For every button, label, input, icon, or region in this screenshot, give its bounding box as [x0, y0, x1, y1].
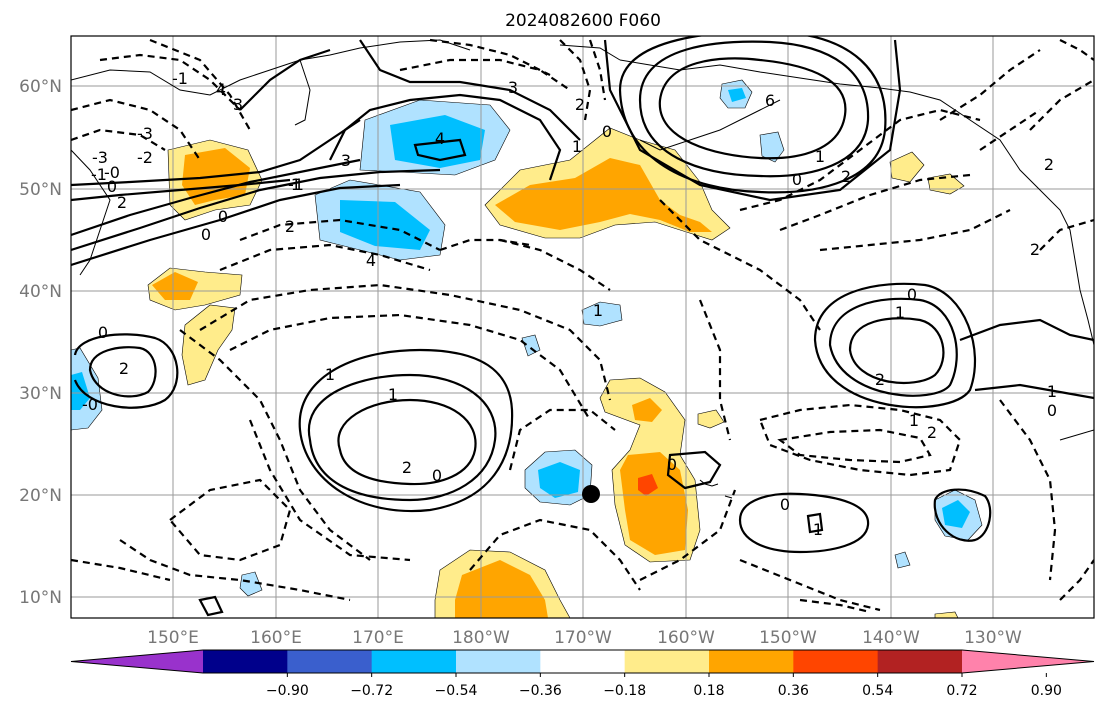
svg-text:4: 4	[435, 129, 445, 148]
colorbar-segment	[371, 650, 457, 673]
lat-label-10n: 10°N	[19, 588, 62, 608]
lon-label-150e: 150°E	[147, 628, 199, 648]
lon-label-140w: 140°W	[862, 628, 920, 648]
svg-text:6: 6	[765, 91, 775, 110]
svg-text:0: 0	[907, 285, 917, 304]
colorbar-tick-label: −0.18	[603, 683, 646, 699]
svg-text:0: 0	[667, 455, 677, 474]
svg-text:-2: -2	[137, 148, 153, 167]
svg-text:2: 2	[117, 193, 127, 212]
warm-core-north	[495, 158, 712, 232]
svg-text:0: 0	[792, 170, 802, 189]
svg-text:1: 1	[1047, 382, 1057, 401]
colorbar-tick-label: 0.90	[1031, 683, 1062, 699]
svg-text:1: 1	[388, 385, 398, 404]
svg-text:2: 2	[1044, 155, 1054, 174]
svg-text:1: 1	[909, 411, 919, 430]
lon-label-150w: 150°W	[759, 628, 817, 648]
colorbar-segment	[877, 650, 963, 673]
colorbar-segment	[456, 650, 541, 673]
contour-labels: -3 -1 -2 -3 -1 -0 4 3 3 4 0 2 0 -1 0 4 6…	[82, 69, 1057, 539]
colorbar-tick-label: 0.18	[693, 683, 724, 699]
svg-text:0: 0	[98, 323, 108, 342]
colorbar: −0.90 −0.72 −0.54 −0.36 −0.18 0.18 0.36 0.54 0.7…	[70, 649, 1095, 699]
svg-text:2: 2	[575, 95, 585, 114]
svg-text:1: 1	[572, 137, 582, 156]
positive-contours	[71, 36, 1094, 617]
svg-text:2: 2	[875, 370, 885, 389]
colorbar-tick-label: 0.72	[946, 683, 977, 699]
svg-text:2: 2	[841, 167, 851, 186]
colorbar-segment	[624, 650, 710, 673]
svg-text:-0: -0	[82, 395, 98, 414]
colorbar-tick-label: −0.90	[266, 683, 309, 699]
svg-text:4: 4	[216, 80, 226, 99]
lon-label-160w: 160°W	[657, 628, 715, 648]
lat-label-30n: 30°N	[19, 384, 62, 404]
svg-text:2: 2	[285, 217, 295, 236]
svg-text:0: 0	[780, 495, 790, 514]
svg-text:0: 0	[432, 466, 442, 485]
svg-text:-3: -3	[137, 124, 153, 143]
map-title: 2024082600 F060	[505, 11, 661, 31]
svg-text:1: 1	[815, 147, 825, 166]
longitude-labels: 150°E 160°E 170°E 180°W 170°W 160°W 150°…	[147, 628, 1022, 648]
colorbar-segment	[203, 650, 288, 673]
svg-text:3: 3	[508, 78, 518, 97]
colorbar-segment	[287, 650, 373, 673]
lon-label-180w: 180°W	[452, 628, 510, 648]
svg-text:3: 3	[233, 95, 243, 114]
svg-text:2: 2	[402, 458, 412, 477]
lon-label-170w: 170°W	[554, 628, 612, 648]
svg-text:-1: -1	[288, 175, 304, 194]
cold-core-b	[340, 200, 430, 250]
hot-spot-central	[638, 474, 658, 496]
svg-text:2: 2	[119, 359, 129, 378]
lon-label-160e: 160°E	[250, 628, 302, 648]
colorbar-segment	[709, 650, 794, 673]
svg-text:-1: -1	[91, 165, 107, 184]
lat-label-40n: 40°N	[19, 282, 62, 302]
svg-text:-1: -1	[172, 69, 188, 88]
colorbar-tick-label: −0.72	[350, 683, 393, 699]
svg-text:1: 1	[291, 175, 301, 194]
lon-label-130w: 130°W	[964, 628, 1022, 648]
shaded-anomalies	[71, 79, 983, 618]
colorbar-extend-max	[962, 650, 1094, 673]
colorbar-tick-label: 0.36	[778, 683, 809, 699]
svg-text:1: 1	[813, 520, 823, 539]
lon-label-170e: 170°E	[352, 628, 404, 648]
svg-text:0: 0	[218, 207, 228, 226]
map-area: -3 -1 -2 -3 -1 -0 4 3 3 4 0 2 0 -1 0 4 6…	[71, 36, 1094, 618]
svg-text:3: 3	[341, 151, 351, 170]
lat-label-20n: 20°N	[19, 486, 62, 506]
svg-text:0: 0	[107, 177, 117, 196]
colorbar-tick-label: −0.36	[519, 683, 562, 699]
location-marker	[582, 485, 600, 503]
svg-text:0: 0	[602, 122, 612, 141]
svg-text:0: 0	[201, 225, 211, 244]
svg-text:0: 0	[1047, 401, 1057, 420]
svg-text:-3: -3	[92, 148, 108, 167]
colorbar-tick-label: 0.54	[862, 683, 893, 699]
colorbar-extend-min	[71, 650, 203, 673]
latitude-labels: 60°N 50°N 40°N 30°N 20°N 10°N	[19, 77, 62, 608]
svg-text:-0: -0	[104, 163, 120, 182]
colorbar-segment	[540, 650, 626, 673]
svg-text:2: 2	[927, 423, 937, 442]
map-frame	[70, 35, 1095, 619]
colorbar-segment	[793, 650, 879, 673]
lat-label-50n: 50°N	[19, 180, 62, 200]
svg-text:1: 1	[325, 365, 335, 384]
colorbar-tick-label: −0.54	[435, 683, 478, 699]
svg-text:2: 2	[1030, 240, 1040, 259]
svg-text:1: 1	[593, 301, 603, 320]
negative-contours	[71, 38, 1094, 614]
svg-text:1: 1	[895, 303, 905, 322]
lat-label-60n: 60°N	[19, 77, 62, 97]
svg-text:4: 4	[366, 251, 376, 270]
